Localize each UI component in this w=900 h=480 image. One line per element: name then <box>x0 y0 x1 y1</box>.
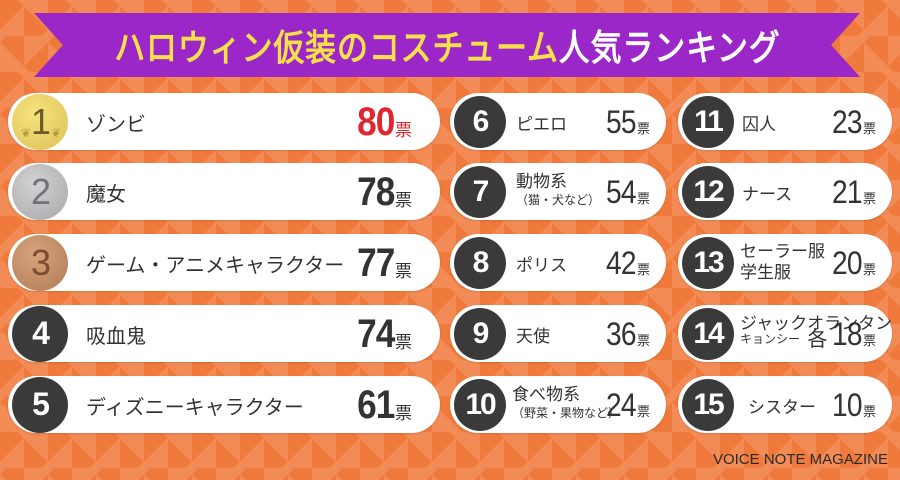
ranking-item-4: 4 吸血鬼 74 票 <box>8 305 440 362</box>
silver-medal-icon: 2 <box>12 163 68 220</box>
ranking-item-1: 1 ❦ ❦ ゾンビ 80 票 <box>8 93 440 150</box>
ranking-item-3: 3 ゲーム・アニメキャラクター 77 票 <box>8 234 440 291</box>
rank-badge: 14 <box>682 307 734 360</box>
rank-badge: 13 <box>682 236 734 289</box>
vote-count: 各 18 票 <box>807 315 876 352</box>
ranking-item-14: 14 ジャックオランタン キョンシー 各 18 票 <box>678 305 892 362</box>
vote-count: 24 票 <box>606 386 650 423</box>
vote-count: 74 票 <box>356 311 412 356</box>
vote-count: 36 票 <box>606 315 650 352</box>
vote-count: 54 票 <box>606 173 650 210</box>
vote-count: 78 票 <box>356 169 412 214</box>
ranking-item-12: 12 ナース 21 票 <box>678 163 892 220</box>
rank-badge: 15 <box>682 378 734 431</box>
ranking-item-6: 6 ピエロ 55 票 <box>450 93 666 150</box>
costume-name: 天使 <box>516 327 550 347</box>
ranking-item-5: 5 ディズニーキャラクター 61 票 <box>8 376 440 433</box>
rank-badge: 8 <box>454 236 506 289</box>
ranking-item-9: 9 天使 36 票 <box>450 305 666 362</box>
costume-name: セーラー服 学生服 <box>740 242 825 283</box>
title-yellow: ハロウィン仮装のコスチューム <box>113 28 559 69</box>
ranking-item-2: 2 魔女 78 票 <box>8 163 440 220</box>
costume-name: 囚人 <box>742 115 776 135</box>
costume-name: ゲーム・アニメキャラクター <box>86 253 345 277</box>
rank-badge: 10 <box>454 378 506 431</box>
vote-count: 77 票 <box>356 240 412 285</box>
vote-count: 23 票 <box>832 103 876 140</box>
bronze-medal-icon: 3 <box>12 234 68 291</box>
vote-count: 55 票 <box>606 103 650 140</box>
costume-name: ゾンビ <box>86 112 146 136</box>
ranking-item-7: 7 動物系 （猫・犬など） 54 票 <box>450 163 666 220</box>
vote-count: 42 票 <box>606 244 650 281</box>
footer-credit: VOICE NOTE MAGAZINE <box>712 451 888 468</box>
ranking-item-11: 11 囚人 23 票 <box>678 93 892 150</box>
rank-badge: 7 <box>454 165 506 218</box>
title-banner: ハロウィン仮装のコスチューム人気ランキング <box>34 13 860 77</box>
costume-name: 動物系 （猫・犬など） <box>516 172 601 207</box>
page-title: ハロウィン仮装のコスチューム人気ランキング <box>114 19 780 71</box>
vote-count: 21 票 <box>832 173 876 210</box>
vote-count: 10 票 <box>832 386 876 423</box>
gold-medal-icon: 1 ❦ ❦ <box>12 93 68 150</box>
costume-name: ディズニーキャラクター <box>86 395 304 419</box>
costume-name: ピエロ <box>516 115 567 135</box>
vote-count: 80 票 <box>356 99 412 144</box>
costume-name: シスター <box>748 398 816 418</box>
ranking-item-15: 15 シスター 10 票 <box>678 376 892 433</box>
costume-name: 魔女 <box>86 182 126 206</box>
costume-name: 吸血鬼 <box>86 324 146 348</box>
rank-badge: 6 <box>454 95 506 148</box>
rank-badge: 5 <box>12 376 68 433</box>
title-white: 人気ランキング <box>558 28 781 69</box>
rank-badge: 9 <box>454 307 506 360</box>
costume-name: ナース <box>742 185 793 205</box>
costume-name: ジャックオランタン キョンシー <box>740 314 893 347</box>
vote-count: 20 票 <box>832 244 876 281</box>
rank-badge: 11 <box>682 95 734 148</box>
ranking-item-13: 13 セーラー服 学生服 20 票 <box>678 234 892 291</box>
costume-name: ポリス <box>516 256 567 276</box>
vote-count: 61 票 <box>356 382 412 427</box>
rank-badge: 12 <box>682 165 734 218</box>
rank-badge: 4 <box>12 305 68 362</box>
ranking-item-8: 8 ポリス 42 票 <box>450 234 666 291</box>
costume-name: 食べ物系 （野菜・果物など） <box>512 385 621 420</box>
ranking-item-10: 10 食べ物系 （野菜・果物など） 24 票 <box>450 376 666 433</box>
